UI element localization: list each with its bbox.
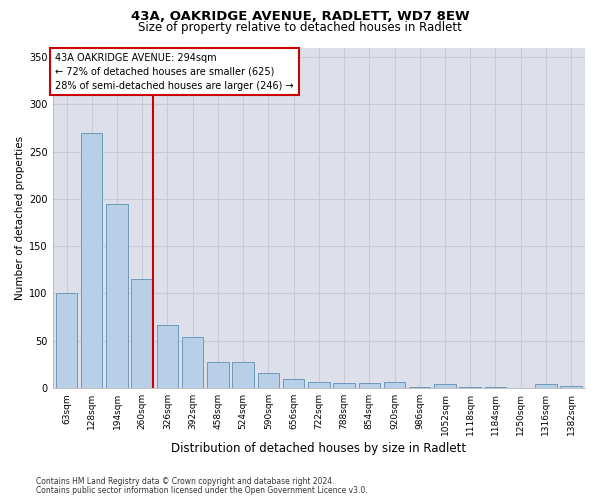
- Bar: [131, 280, 153, 388]
- Bar: [535, 384, 557, 388]
- Bar: [384, 382, 405, 388]
- Text: Contains public sector information licensed under the Open Government Licence v3: Contains public sector information licen…: [36, 486, 368, 495]
- Text: Size of property relative to detached houses in Radlett: Size of property relative to detached ho…: [138, 21, 462, 34]
- Text: 43A, OAKRIDGE AVENUE, RADLETT, WD7 8EW: 43A, OAKRIDGE AVENUE, RADLETT, WD7 8EW: [131, 10, 469, 23]
- Bar: [157, 324, 178, 388]
- Text: 43A OAKRIDGE AVENUE: 294sqm
← 72% of detached houses are smaller (625)
28% of se: 43A OAKRIDGE AVENUE: 294sqm ← 72% of det…: [55, 52, 294, 90]
- Bar: [359, 384, 380, 388]
- X-axis label: Distribution of detached houses by size in Radlett: Distribution of detached houses by size …: [171, 442, 466, 455]
- Bar: [560, 386, 582, 388]
- Bar: [283, 378, 304, 388]
- Bar: [257, 373, 279, 388]
- Bar: [334, 384, 355, 388]
- Y-axis label: Number of detached properties: Number of detached properties: [15, 136, 25, 300]
- Text: Contains HM Land Registry data © Crown copyright and database right 2024.: Contains HM Land Registry data © Crown c…: [36, 477, 335, 486]
- Bar: [232, 362, 254, 388]
- Bar: [56, 294, 77, 388]
- Bar: [106, 204, 128, 388]
- Bar: [409, 387, 430, 388]
- Bar: [460, 387, 481, 388]
- Bar: [485, 387, 506, 388]
- Bar: [81, 132, 103, 388]
- Bar: [434, 384, 455, 388]
- Bar: [308, 382, 329, 388]
- Bar: [207, 362, 229, 388]
- Bar: [182, 337, 203, 388]
